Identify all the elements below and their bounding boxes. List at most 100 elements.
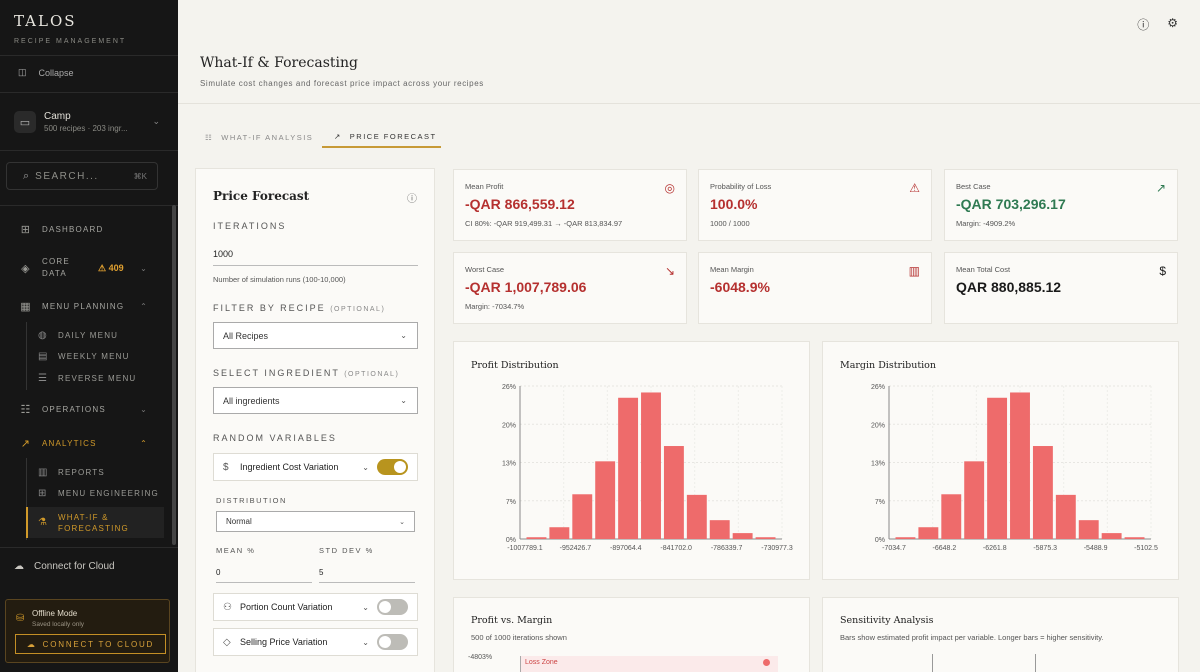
histogram-bar[interactable] <box>641 392 661 539</box>
recipe-filter-select[interactable]: All Recipes ⌄ <box>213 322 418 349</box>
sidebar-item-label: WHAT-IF & FORECASTING <box>58 512 129 533</box>
select-value: All ingredients <box>223 395 280 406</box>
histogram-bar[interactable] <box>732 533 753 539</box>
selling-price-variation-row[interactable]: ◇ Selling Price Variation ⌄ <box>213 628 418 656</box>
price-forecast-form: Price Forecast ⓘ ITERATIONS 1000 Number … <box>195 168 435 672</box>
sidebar-item-label: REVERSE MENU <box>58 373 137 383</box>
sidebar-item-operations[interactable]: ☷ OPERATIONS ⌄ <box>0 403 170 416</box>
std-dev-input[interactable]: 5 <box>319 568 415 583</box>
y-tick-label: 13% <box>871 461 885 468</box>
x-tick-label: -1007789.1 <box>507 545 543 552</box>
iterations-input[interactable]: 1000 <box>213 249 418 266</box>
divider <box>178 103 1200 104</box>
histogram-bar[interactable] <box>1032 446 1053 539</box>
axis-line <box>1035 654 1036 672</box>
search-input[interactable]: ⌕ SEARCH... ⌘K <box>6 162 158 190</box>
workspace-switcher[interactable]: ▭ Camp 500 recipes · 203 ingr... ⌄ <box>6 102 172 142</box>
chart-title: Profit Distribution <box>471 360 559 371</box>
sensitivity-analysis-chart: Sensitivity Analysis Bars show estimated… <box>822 597 1179 672</box>
histogram-bar[interactable] <box>1101 533 1122 539</box>
histogram-bar[interactable] <box>918 527 939 539</box>
histogram-bar[interactable] <box>595 461 616 539</box>
chevron-down-icon: ⌄ <box>140 404 148 414</box>
sidebar-item-label: MENU ENGINEERING <box>58 488 159 498</box>
chevron-down-icon[interactable]: ⌄ <box>362 462 369 472</box>
chevron-down-icon[interactable]: ⌄ <box>362 602 369 612</box>
distribution-select[interactable]: Normal ⌄ <box>216 511 415 532</box>
sidebar-item-label: MENU PLANNING <box>42 301 125 311</box>
sidebar-item-dashboard[interactable]: ⊞ DASHBOARD <box>0 223 170 236</box>
offline-title: Offline Mode <box>32 609 78 618</box>
x-tick-label: -730977.3 <box>761 545 793 552</box>
histogram-bar[interactable] <box>709 520 730 539</box>
collapse-button[interactable]: ◫ Collapse <box>18 67 74 78</box>
divider <box>0 150 178 151</box>
list-icon: ☷ <box>20 403 32 416</box>
y-tick-label: 26% <box>871 384 885 391</box>
tab-price-forecast[interactable]: ↗ PRICE FORECAST <box>322 126 441 148</box>
ingredient-select[interactable]: All ingredients ⌄ <box>213 387 418 414</box>
histogram-bar[interactable] <box>572 494 593 539</box>
portion-count-toggle[interactable] <box>377 599 408 615</box>
chevron-down-icon: ⌄ <box>400 396 407 405</box>
sidebar-item-menu-planning[interactable]: ▦ MENU PLANNING ⌃ <box>0 300 170 313</box>
sidebar-scrollbar[interactable] <box>172 205 176 545</box>
histogram-bar[interactable] <box>663 446 684 539</box>
help-icon[interactable]: ⓘ <box>407 194 417 205</box>
histogram-bar[interactable] <box>1124 537 1145 539</box>
sidebar-item-analytics[interactable]: ↗ ANALYTICS ⌃ <box>0 437 170 450</box>
sidebar-item-menu-engineering[interactable]: ⊞ MENU ENGINEERING <box>0 487 170 499</box>
card-value: -QAR 703,296.17 <box>956 196 1066 212</box>
scatter-point <box>763 659 770 666</box>
warning-icon: ⚠ <box>98 262 107 273</box>
x-tick-label: -7034.7 <box>882 545 906 552</box>
sidebar-item-reports[interactable]: ▥ REPORTS <box>0 466 170 478</box>
card-title: Mean Margin <box>710 265 754 274</box>
histogram-bar[interactable] <box>618 397 639 539</box>
mean-input[interactable]: 0 <box>216 568 312 583</box>
histogram-bar[interactable] <box>686 494 707 539</box>
card-value: QAR 880,885.12 <box>956 279 1062 295</box>
sidebar-item-daily-menu[interactable]: ◍ DAILY MENU <box>0 329 170 341</box>
card-subtext: Margin: -7034.7% <box>465 302 525 311</box>
sidebar-item-reverse-menu[interactable]: ☰ REVERSE MENU <box>0 372 170 384</box>
histogram-bar[interactable] <box>526 537 547 539</box>
histogram-bar[interactable] <box>941 494 962 539</box>
ingredient-cost-variation-row[interactable]: $ Ingredient Cost Variation ⌄ <box>213 453 418 481</box>
trending-up-icon: ↗ <box>334 131 342 141</box>
histogram-bar[interactable] <box>755 537 776 539</box>
connect-cloud-link[interactable]: ☁ Connect for Cloud <box>14 561 115 572</box>
chevron-down-icon[interactable]: ⌄ <box>362 637 369 647</box>
tab-what-if-analysis[interactable]: ☷ WHAT-IF ANALYSIS <box>205 126 317 148</box>
selling-price-toggle[interactable] <box>377 634 408 650</box>
sidebar-item-label: REPORTS <box>58 467 105 477</box>
variable-label: Selling Price Variation <box>240 637 328 647</box>
card-value: -QAR 866,559.12 <box>465 196 575 212</box>
ingredient-cost-toggle[interactable] <box>377 459 408 475</box>
histogram-bar[interactable] <box>549 527 570 539</box>
select-value: Normal <box>226 517 252 526</box>
calendar-icon: ▦ <box>20 300 32 313</box>
help-icon[interactable]: ⓘ <box>1137 18 1150 32</box>
sidebar-item-weekly-menu[interactable]: ▤ WEEKLY MENU <box>0 350 170 362</box>
histogram-bar[interactable] <box>1078 520 1099 539</box>
histogram-bar[interactable] <box>895 537 916 539</box>
chart-subtitle: 500 of 1000 iterations shown <box>471 633 567 642</box>
sidebar-item-core-data[interactable]: ◈ CORE DATA ⚠ 409 ⌄ <box>0 257 170 278</box>
connect-to-cloud-button[interactable]: ☁ CONNECT TO CLOUD <box>15 634 166 654</box>
histogram-bar[interactable] <box>964 461 985 539</box>
optional-tag: (OPTIONAL) <box>344 371 400 378</box>
x-tick-label: -786339.7 <box>711 545 743 552</box>
mean-margin-card: Mean Margin -6048.9% ▥ <box>698 252 932 324</box>
calendar-icon: ▤ <box>38 350 49 362</box>
histogram-bar[interactable] <box>1055 494 1076 539</box>
gear-icon[interactable]: ⚙ <box>1167 16 1178 30</box>
y-tick-label: 13% <box>502 461 516 468</box>
histogram-bar[interactable] <box>987 397 1008 539</box>
mean-total-cost-card: Mean Total Cost QAR 880,885.12 $ <box>944 252 1178 324</box>
profit-vs-margin-chart: Profit vs. Margin 500 of 1000 iterations… <box>453 597 810 672</box>
histogram-bar[interactable] <box>1010 392 1030 539</box>
cloud-link-label: Connect for Cloud <box>34 561 115 572</box>
portion-count-variation-row[interactable]: ⚇ Portion Count Variation ⌄ <box>213 593 418 621</box>
sidebar-item-what-if[interactable]: ⚗ WHAT-IF & FORECASTING <box>26 507 164 538</box>
